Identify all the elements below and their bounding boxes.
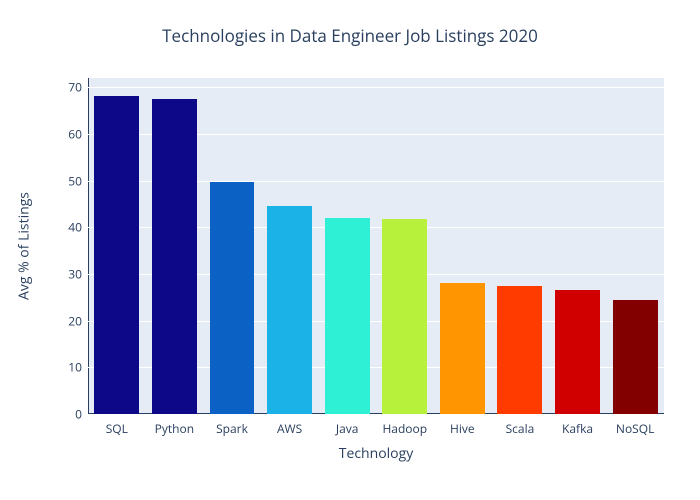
x-tick-label: AWS <box>277 414 302 437</box>
bar-slot: Scala <box>491 78 549 414</box>
y-tick-label: 40 <box>68 219 88 236</box>
y-tick-label: 10 <box>68 359 88 376</box>
bar <box>497 286 542 414</box>
y-tick-label: 60 <box>68 126 88 143</box>
bar <box>267 206 312 414</box>
x-tick-label: Java <box>336 414 359 437</box>
bars-group: SQLPythonSparkAWSJavaHadoopHiveScalaKafk… <box>88 78 664 414</box>
y-axis-title: Avg % of Listings <box>15 192 34 300</box>
bar-slot: Hadoop <box>376 78 434 414</box>
x-tick-label: Hive <box>450 414 475 437</box>
x-tick-label: NoSQL <box>616 414 654 437</box>
y-tick-label: 20 <box>68 312 88 329</box>
bar-slot: Spark <box>203 78 261 414</box>
bar <box>440 283 485 414</box>
bar-slot: Python <box>146 78 204 414</box>
bar-slot: Java <box>318 78 376 414</box>
bar <box>94 96 139 414</box>
y-tick-label: 50 <box>68 172 88 189</box>
chart-container: Technologies in Data Engineer Job Listin… <box>0 0 700 500</box>
x-tick-label: Spark <box>216 414 248 437</box>
bar-slot: SQL <box>88 78 146 414</box>
bar <box>210 182 255 414</box>
x-tick-label: Scala <box>506 414 535 437</box>
x-tick-label: SQL <box>106 414 128 437</box>
x-tick-label: Python <box>155 414 194 437</box>
bar-slot: Hive <box>434 78 492 414</box>
bar <box>325 218 370 414</box>
x-tick-label: Kafka <box>562 414 593 437</box>
bar-slot: AWS <box>261 78 319 414</box>
chart-title: Technologies in Data Engineer Job Listin… <box>0 24 700 47</box>
bar <box>382 219 427 414</box>
y-tick-label: 30 <box>68 266 88 283</box>
x-axis-title: Technology <box>88 444 664 463</box>
y-tick-label: 0 <box>75 406 88 423</box>
bar <box>613 300 658 414</box>
bar <box>152 99 197 414</box>
bar-slot: NoSQL <box>606 78 664 414</box>
y-tick-label: 70 <box>68 79 88 96</box>
plot-area: 010203040506070 SQLPythonSparkAWSJavaHad… <box>88 78 664 414</box>
bar-slot: Kafka <box>549 78 607 414</box>
bar <box>555 290 600 414</box>
x-tick-label: Hadoop <box>382 414 427 437</box>
